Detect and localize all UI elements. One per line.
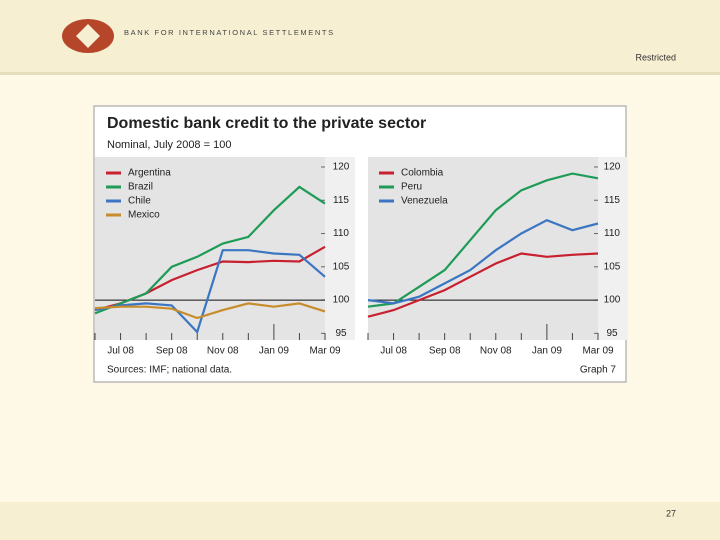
page-number: 27 [666,508,676,518]
graph-number: Graph 7 [580,365,617,376]
y-tick-label: 115 [333,195,349,206]
series-line [367,172,599,308]
charts: 95 100 105 110 115 120 Jul 08 Sep 08 Nov 08 Jan 0… [94,157,628,357]
legend-label: Venezuela [401,196,448,207]
plot-area [368,157,598,340]
legend-label: Brazil [128,182,153,193]
x-tick-label: Mar 09 [309,346,341,357]
x-tick-label: Jan 09 [259,346,289,357]
x-tick-label: Sep 08 [156,346,188,357]
header-rule [0,72,720,75]
legend-label: Colombia [401,168,444,179]
series-line [94,302,326,320]
logo-mark [76,24,100,48]
x-tick-label: Nov 08 [480,346,512,357]
y-tick-label: 95 [606,328,618,339]
y-tick-label: 120 [333,162,350,173]
legend-label: Peru [401,182,422,193]
legend-label: Argentina [128,168,171,179]
chart-title: Domestic bank credit to the private sect… [107,115,426,132]
x-tick-label: Jul 08 [380,346,407,357]
x-tick-label: Nov 08 [207,346,239,357]
axis-label-area [598,157,628,340]
y-tick-label: 115 [604,195,620,206]
plot-area [95,157,325,340]
x-tick-label: Jan 09 [532,346,562,357]
legend-label: Mexico [128,210,160,221]
series-line [94,185,326,315]
y-tick-label: 105 [333,261,350,272]
y-tick-label: 100 [604,295,621,306]
x-tick-label: Mar 09 [582,346,614,357]
source: Sources: IMF; national data. [107,365,232,376]
footer-band [0,502,720,540]
y-tick-label: 110 [333,228,349,239]
y-tick-label: 110 [604,228,620,239]
x-tick-label: Sep 08 [429,346,461,357]
y-tick-label: 105 [604,261,621,272]
y-tick-label: 100 [333,295,350,306]
legend-label: Chile [128,196,151,207]
y-tick-label: 95 [335,328,347,339]
header-band [0,0,720,72]
axis-label-area [325,157,355,340]
x-tick-label: Jul 08 [107,346,134,357]
y-tick-label: 120 [604,162,621,173]
series-line [367,252,599,318]
chart-subtitle: Nominal, July 2008 = 100 [107,139,231,151]
org-name: BANK FOR INTERNATIONAL SETTLEMENTS [124,28,335,37]
classification: Restricted [635,52,676,62]
series-line [94,249,326,335]
series-line [367,218,599,305]
